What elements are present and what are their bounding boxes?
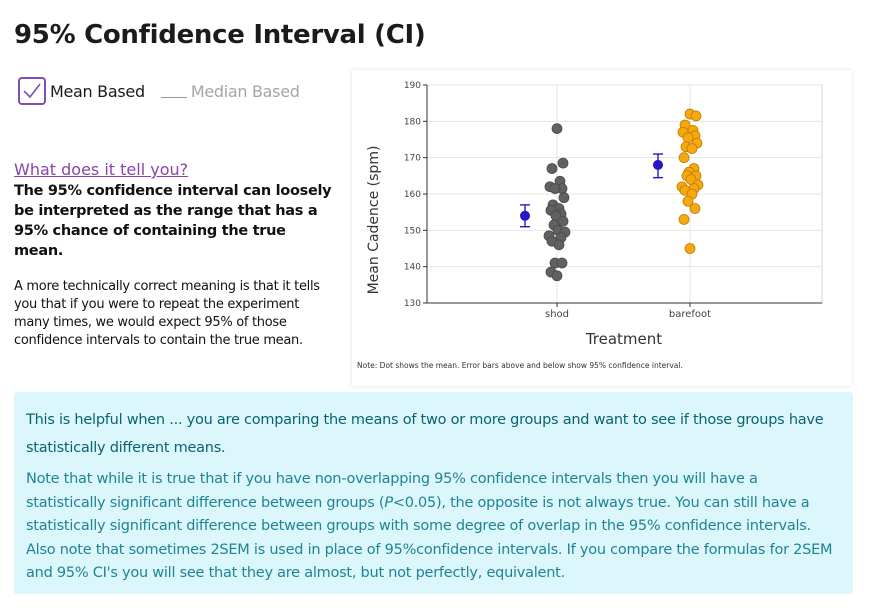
y-tick-label: 130: [404, 299, 421, 309]
data-point-shod: [551, 270, 563, 282]
ci-chart: 130 140 150 160 170 180 190 shod barefoot Mean C…: [357, 81, 823, 370]
mean-based-checkbox[interactable]: [18, 77, 46, 105]
median-based-option[interactable]: Median Based: [190, 81, 300, 101]
data-point-shod: [546, 163, 558, 174]
data-point-shod: [558, 192, 570, 204]
mean-based-label[interactable]: Mean Based: [50, 81, 145, 101]
data-point-shod: [549, 183, 561, 194]
data-point-barefoot: [690, 110, 702, 122]
explanation-detail: A more technically correct meaning is th…: [14, 279, 320, 348]
x-axis-label: Treatment: [585, 330, 662, 348]
note-body-p: P: [384, 494, 393, 511]
what-does-it-tell-you-link[interactable]: What does it tell you?: [14, 160, 189, 179]
data-point-shod: [553, 239, 565, 251]
note-body: Note that while it is true that if you h…: [26, 468, 841, 586]
data-point-shod: [551, 123, 563, 134]
note-lead: This is helpful when ... you are compari…: [26, 412, 824, 456]
mean-dot-barefoot: [653, 159, 663, 170]
y-tick-label: 150: [404, 226, 421, 236]
data-point-barefoot: [682, 132, 694, 144]
y-axis-label: Mean Cadence (spm): [366, 146, 382, 295]
helpful-when-note: This is helpful when ... you are compari…: [14, 392, 853, 594]
note-body-post: <0.05), the opposite is not always true.…: [26, 494, 833, 582]
data-point-barefoot: [678, 152, 690, 164]
y-tick-label: 170: [404, 154, 421, 164]
x-tick-label-barefoot: barefoot: [669, 309, 711, 320]
data-point-barefoot: [684, 243, 696, 254]
y-tick-label: 190: [404, 81, 421, 91]
x-tick-label-shod: shod: [545, 309, 569, 320]
data-point-shod: [557, 215, 569, 227]
check-icon: [23, 83, 41, 99]
ci-chart-card: 130 140 150 160 170 180 190 shod barefoot Mean C…: [352, 70, 852, 386]
mean-dot-shod: [520, 210, 530, 221]
y-tick-label: 140: [404, 263, 421, 273]
median-based-indicator[interactable]: [160, 96, 187, 98]
data-point-barefoot: [689, 203, 701, 214]
explanation-panel: What does it tell you? The 95% confidenc…: [14, 160, 336, 350]
data-point-barefoot: [686, 143, 698, 154]
note-body-pre: Note that while it is true that if you h…: [26, 471, 758, 511]
chart-note: Note: Dot shows the mean. Error bars abo…: [357, 361, 683, 370]
data-point-barefoot: [678, 214, 690, 225]
explanation-summary: The 95% confidence interval can loosely …: [14, 183, 332, 259]
data-point-barefoot: [682, 195, 694, 207]
method-options: Mean Based Median Based: [18, 75, 300, 107]
page-title: 95% Confidence Interval (CI): [14, 20, 426, 50]
y-tick-label: 160: [404, 190, 421, 200]
data-point-shod: [556, 257, 568, 269]
data-point-shod: [557, 157, 569, 169]
y-tick-label: 180: [404, 117, 421, 127]
